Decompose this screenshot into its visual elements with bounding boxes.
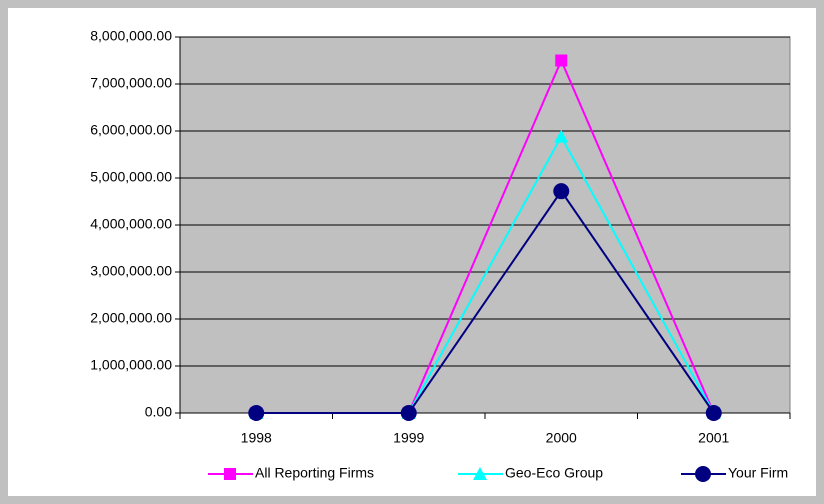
marker <box>400 405 417 421</box>
x-tick-label: 1998 <box>241 430 272 446</box>
legend-label: All Reporting Firms <box>255 465 374 481</box>
marker <box>705 405 722 421</box>
y-tick-label: 1,000,000.00 <box>90 357 172 373</box>
marker <box>554 129 569 143</box>
x-tick-label: 2000 <box>546 430 577 446</box>
y-tick-label: 5,000,000.00 <box>90 169 172 185</box>
y-tick-label: 7,000,000.00 <box>90 75 172 91</box>
marker <box>248 405 265 421</box>
y-tick-label: 0.00 <box>145 404 172 420</box>
series-line <box>256 189 715 414</box>
legend-label: Your Firm <box>728 465 788 481</box>
x-tick-label: 1999 <box>393 430 424 446</box>
y-tick-label: 3,000,000.00 <box>90 263 172 279</box>
marker <box>555 54 568 67</box>
y-tick-label: 6,000,000.00 <box>90 122 172 138</box>
y-tick-label: 2,000,000.00 <box>90 310 172 326</box>
x-tick-label: 2001 <box>698 430 729 446</box>
legend-label: Geo-Eco Group <box>505 465 603 481</box>
marker <box>553 183 570 200</box>
y-tick-label: 4,000,000.00 <box>90 216 172 232</box>
y-tick-label: 8,000,000.00 <box>90 28 172 44</box>
marker <box>224 468 236 480</box>
marker <box>695 466 711 482</box>
marker <box>473 467 487 480</box>
